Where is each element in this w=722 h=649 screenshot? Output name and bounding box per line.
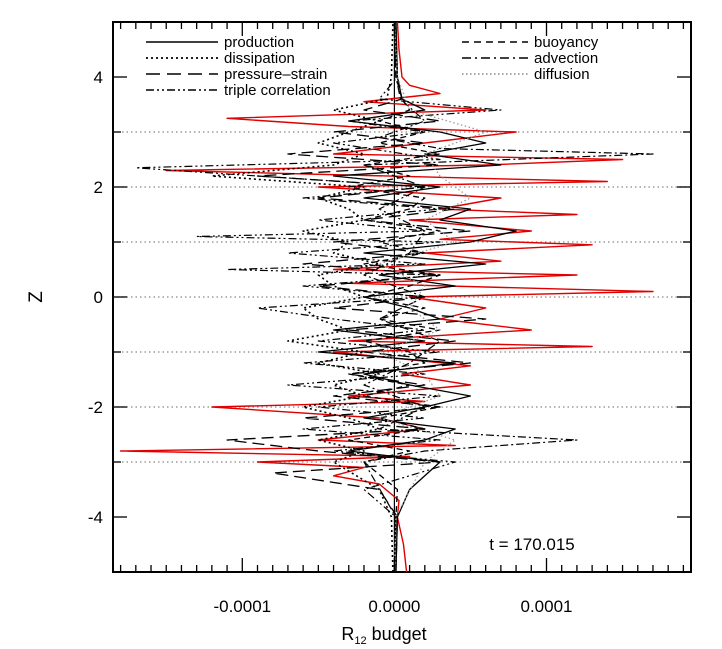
legend-label: triple correlation (224, 82, 331, 99)
y-tick-label: 4 (94, 68, 103, 87)
series-layer (119, 22, 654, 572)
x-tick-label: 0.0001 (521, 597, 573, 616)
legend-label: advection (534, 50, 598, 67)
legend-label: production (224, 34, 294, 51)
x-axis-label-main: R (341, 624, 354, 644)
y-tick-label: -4 (88, 508, 103, 527)
series-triple-correlation (135, 22, 502, 572)
y-axis-label: Z (26, 291, 47, 303)
series-buoyancy (348, 22, 441, 572)
y-tick-label: 2 (94, 178, 103, 197)
legend-label: dissipation (224, 50, 295, 67)
axis-ticks (113, 21, 691, 573)
x-tick-label: 0.0000 (368, 597, 420, 616)
tick-labels: -0.0001 0.0000 0.0001 -4 -2 0 2 4 (88, 68, 573, 616)
x-axis-label-sub: 12 (354, 635, 366, 647)
legend-label: buoyancy (534, 34, 599, 51)
series-diffusion (378, 22, 487, 572)
legend-label: pressure–strain (224, 66, 327, 83)
series-production (317, 22, 517, 572)
legend-label: diffusion (534, 66, 590, 83)
series-advection (363, 22, 654, 572)
annotation-time: t = 170.015 (489, 535, 575, 554)
series-dissipation (211, 22, 394, 572)
y-tick-label: 0 (94, 288, 103, 307)
x-axis-label: R12 budget (341, 624, 426, 647)
y-tick-label: -2 (88, 398, 103, 417)
x-axis-label-suffix: budget (367, 624, 427, 644)
series-pressure-strain (226, 22, 487, 572)
legend: productiondissipationpressure–straintrip… (146, 34, 599, 99)
x-tick-label: -0.0001 (213, 597, 271, 616)
reference-lines (113, 131, 691, 463)
